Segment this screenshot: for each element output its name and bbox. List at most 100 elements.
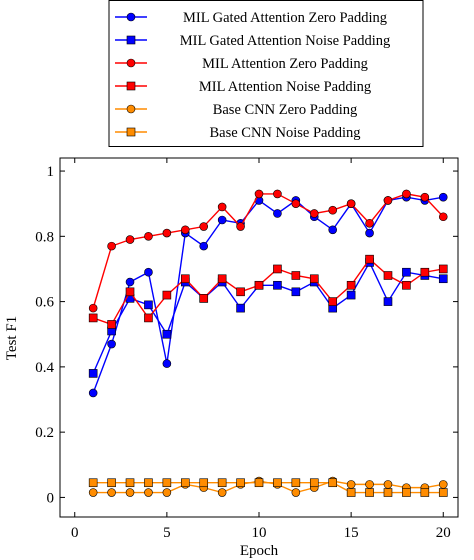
data-point [107, 241, 116, 251]
series-base-cnn-zero-padding [88, 476, 448, 497]
data-point [346, 480, 356, 489]
data-point [199, 294, 209, 303]
data-point [383, 271, 393, 280]
series-layer [88, 189, 448, 497]
legend-item: MIL Attention Noise Padding [115, 79, 371, 95]
data-point [438, 212, 448, 222]
x-axis-title: Epoch [240, 543, 279, 559]
axis-ticks: 0 5 10 15 20 0 0.2 0.4 0.6 0.8 1 [35, 158, 458, 541]
x-tick-label: 0 [71, 525, 79, 541]
data-point [144, 300, 153, 310]
data-point [199, 241, 209, 251]
data-point [162, 290, 172, 300]
data-point [420, 488, 430, 497]
plot-area [59, 157, 459, 518]
data-point [291, 287, 301, 297]
data-point [162, 478, 172, 488]
data-point [144, 488, 153, 497]
data-point [217, 488, 227, 497]
legend-label: Base CNN Zero Padding [213, 102, 358, 118]
legend-swatch-marker [126, 127, 136, 137]
legend-swatch-marker [126, 104, 136, 114]
series-line [92, 260, 444, 374]
data-point [180, 478, 190, 488]
data-point [88, 303, 98, 313]
legend-item: MIL Attention Zero Padding [115, 56, 368, 72]
data-point [144, 232, 153, 241]
data-point [273, 209, 282, 218]
data-point [254, 189, 264, 199]
data-point [273, 189, 282, 199]
data-point [88, 488, 98, 497]
data-point [309, 478, 319, 488]
data-point [273, 264, 282, 274]
data-point [125, 287, 135, 297]
data-point [365, 228, 374, 238]
data-point [328, 297, 338, 306]
y-axis-title: Test F1 [4, 316, 20, 360]
data-point [383, 196, 393, 205]
series-mil-gated-attention-zero-padding [88, 192, 448, 398]
data-point [383, 297, 393, 306]
legend-label: MIL Gated Attention Noise Padding [180, 33, 391, 49]
x-tick-label: 15 [344, 525, 359, 541]
data-point [309, 274, 319, 284]
data-point [346, 280, 356, 290]
y-tick-label: 0 [47, 490, 55, 506]
data-point [402, 280, 411, 290]
data-point [438, 274, 448, 284]
y-tick-label: 0.8 [35, 229, 54, 245]
data-point [125, 478, 135, 488]
data-point [328, 205, 338, 215]
data-point [383, 480, 393, 489]
data-point [199, 222, 209, 231]
data-point [254, 280, 264, 290]
legend-label: MIL Gated Attention Zero Padding [183, 10, 387, 26]
series-mil-attention-noise-padding [88, 254, 448, 329]
data-point [125, 235, 135, 244]
y-tick-label: 0.2 [35, 425, 54, 441]
legend-item: MIL Gated Attention Noise Padding [115, 33, 390, 49]
data-point [125, 277, 135, 287]
legend-label: Base CNN Noise Padding [209, 125, 360, 141]
data-point [291, 478, 301, 488]
legend-box [108, 0, 424, 147]
data-point [107, 320, 116, 329]
data-point [346, 488, 356, 497]
x-tick-label: 5 [163, 525, 171, 541]
data-point [217, 202, 227, 212]
data-point [328, 478, 338, 488]
data-point [88, 369, 98, 378]
series-line [92, 193, 444, 309]
legend-swatch-marker [126, 58, 136, 68]
data-point [383, 488, 393, 497]
data-point [107, 478, 116, 488]
data-point [365, 218, 374, 228]
legend-swatch-marker [126, 35, 136, 45]
data-point [438, 488, 448, 497]
data-point [438, 192, 448, 202]
data-point [144, 478, 153, 488]
data-point [402, 189, 411, 199]
data-point [273, 478, 282, 488]
data-point [273, 280, 282, 290]
legend-item: Base CNN Noise Padding [115, 125, 361, 141]
data-point [291, 488, 301, 497]
data-point [236, 478, 245, 488]
legend-item: MIL Gated Attention Zero Padding [115, 10, 387, 26]
data-point [365, 254, 374, 264]
data-point [346, 199, 356, 208]
data-point [236, 303, 245, 313]
data-point [88, 478, 98, 488]
data-point [144, 267, 153, 277]
data-point [365, 480, 374, 489]
data-point [125, 488, 135, 497]
legend-label: MIL Attention Zero Padding [202, 56, 368, 72]
data-point [236, 222, 245, 231]
data-point [402, 488, 411, 497]
data-point [291, 199, 301, 208]
data-point [438, 264, 448, 274]
y-tick-label: 0.6 [35, 295, 54, 311]
data-point [180, 225, 190, 235]
series-base-cnn-noise-padding [88, 478, 448, 497]
